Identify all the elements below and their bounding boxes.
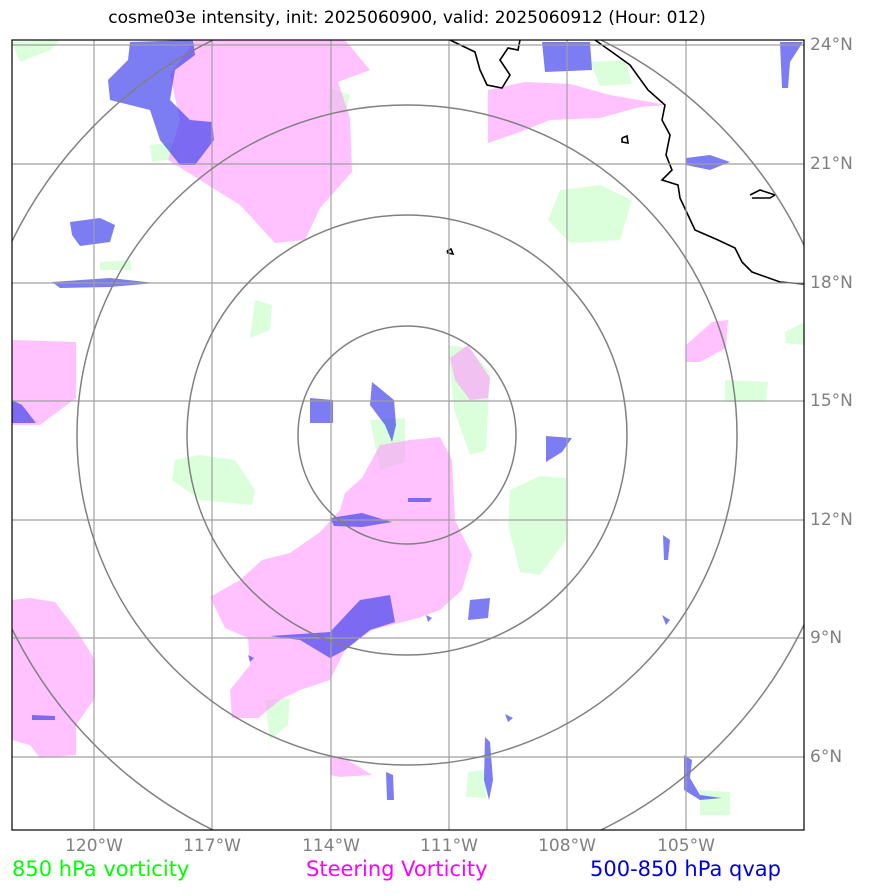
distance-rings <box>12 40 804 830</box>
qvap-shading <box>12 40 803 800</box>
lat-label-9n: 9°N <box>810 628 843 648</box>
vorticity-850-shading <box>12 40 804 815</box>
lon-label-114w: 114°W <box>302 836 360 856</box>
map-frame <box>11 39 805 831</box>
lat-label-12n: 12°N <box>810 510 853 530</box>
lat-label-24n: 24°N <box>810 35 853 55</box>
lon-label-117w: 117°W <box>183 836 241 856</box>
coastline <box>446 40 804 285</box>
legend-qvap: 500-850 hPa qvap <box>590 857 781 881</box>
legend-vorticity-850: 850 hPa vorticity <box>12 857 190 881</box>
lon-label-120w: 120°W <box>65 836 123 856</box>
legend-steering-vorticity: Steering Vorticity <box>306 857 488 881</box>
lat-label-6n: 6°N <box>810 747 843 767</box>
lat-label-18n: 18°N <box>810 273 853 293</box>
lon-label-105w: 105°W <box>657 836 715 856</box>
lat-label-15n: 15°N <box>810 391 853 411</box>
steering-vorticity-shading <box>12 40 728 777</box>
plot-title: cosme03e intensity, init: 2025060900, va… <box>108 8 706 28</box>
lon-label-108w: 108°W <box>538 836 596 856</box>
graticule <box>12 40 804 830</box>
lon-label-111w: 111°W <box>420 836 478 856</box>
lat-label-21n: 21°N <box>810 154 853 174</box>
